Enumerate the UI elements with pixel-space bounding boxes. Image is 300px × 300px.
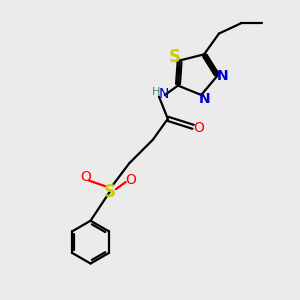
Text: S: S — [104, 183, 116, 201]
Text: N: N — [199, 92, 211, 106]
Text: O: O — [194, 121, 205, 135]
Text: N: N — [217, 69, 229, 83]
Text: N: N — [158, 87, 169, 101]
Text: O: O — [81, 170, 92, 184]
Text: O: O — [125, 173, 136, 187]
Text: S: S — [168, 49, 180, 67]
Text: H: H — [152, 87, 161, 97]
